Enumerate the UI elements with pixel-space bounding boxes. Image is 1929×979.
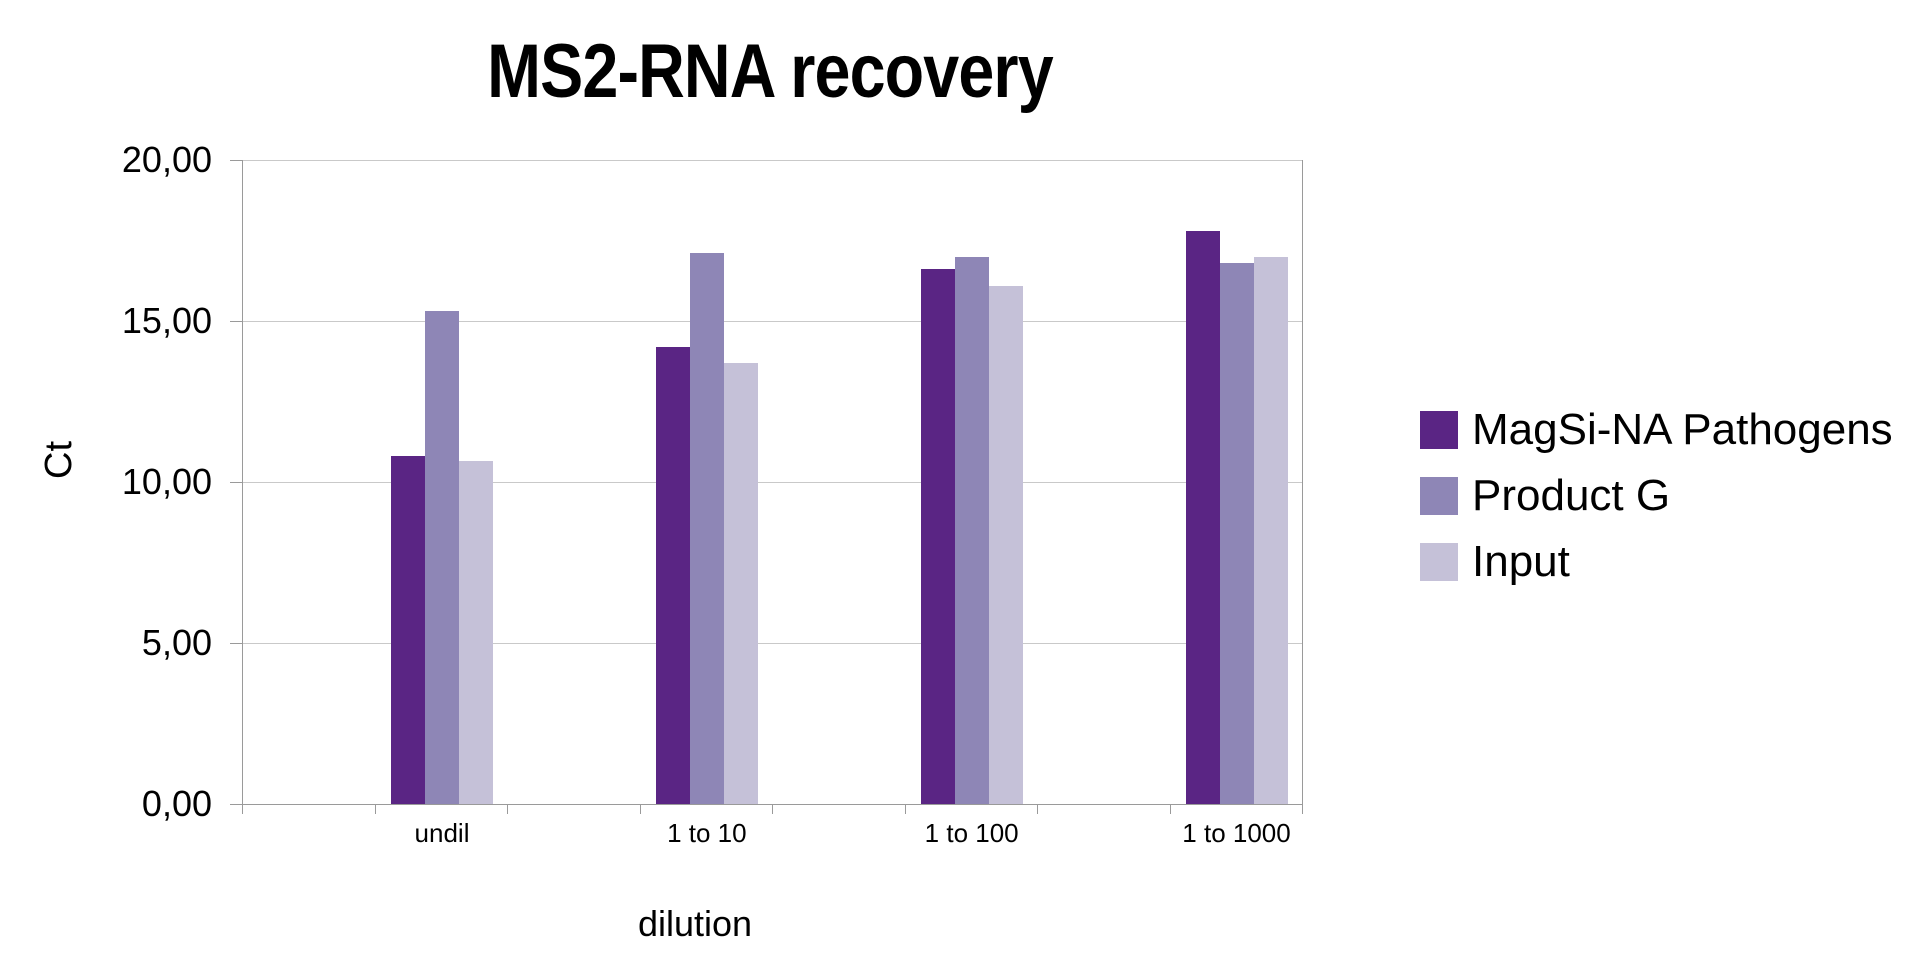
bar-input-1-to-100 <box>988 285 1023 804</box>
legend: MagSi-NA Pathogens Product G Input <box>1420 405 1893 607</box>
x-tick-mark <box>639 804 641 814</box>
chart-title: MS2-RNA recovery <box>487 29 1053 114</box>
y-tick-label: 20,00 <box>121 139 212 180</box>
legend-item-input: Input <box>1420 537 1893 586</box>
bar-magsi-na-pathogens-1-to-100 <box>920 269 955 804</box>
legend-item-magsi-na-pathogens: MagSi-NA Pathogens <box>1420 405 1893 454</box>
bar-product-g-undil <box>425 311 459 804</box>
x-tick-mark <box>1037 804 1038 814</box>
gridline-20,00 <box>242 160 1302 161</box>
bar-input-1-to-1000 <box>1253 256 1288 804</box>
y-tick-mark <box>230 160 242 161</box>
y-tick-mark <box>230 321 242 322</box>
y-tick-mark <box>230 804 242 805</box>
x-category-label: 1 to 1000 <box>1182 818 1291 848</box>
y-tick-label: 0,00 <box>141 783 212 824</box>
y-tick-mark <box>230 482 242 483</box>
x-axis-line <box>242 804 1302 805</box>
legend-label: Product G <box>1472 471 1671 520</box>
x-tick-mark <box>1169 804 1171 814</box>
bar-magsi-na-pathogens-1-to-1000 <box>1185 230 1220 804</box>
x-tick-mark <box>904 804 906 814</box>
y-tick-mark <box>230 643 242 644</box>
bar-input-1-to-10 <box>723 362 758 804</box>
y-tick-label: 15,00 <box>121 300 212 341</box>
legend-swatch <box>1420 543 1458 581</box>
gridline-10,00 <box>242 482 1302 483</box>
plot-right-border <box>1302 160 1303 814</box>
gridline-15,00 <box>242 321 1302 322</box>
y-tick-label: 5,00 <box>141 622 212 663</box>
legend-swatch <box>1420 477 1458 515</box>
bar-product-g-1-to-10 <box>689 253 724 804</box>
y-axis-line <box>242 160 243 814</box>
bar-product-g-1-to-1000 <box>1219 263 1254 804</box>
legend-item-product-g: Product G <box>1420 471 1893 520</box>
bar-magsi-na-pathogens-undil <box>391 456 425 804</box>
x-tick-mark <box>772 804 773 814</box>
x-category-label: 1 to 100 <box>924 818 1019 848</box>
x-tick-mark <box>507 804 508 814</box>
bar-product-g-1-to-100 <box>954 256 989 804</box>
bar-magsi-na-pathogens-1-to-10 <box>655 346 690 804</box>
x-tick-mark <box>374 804 376 814</box>
gridline-5,00 <box>242 643 1302 644</box>
bar-input-undil <box>459 461 493 804</box>
legend-swatch <box>1420 411 1458 449</box>
x-category-label: 1 to 10 <box>667 818 747 848</box>
x-category-label: undil <box>414 818 470 848</box>
y-tick-label: 10,00 <box>121 461 212 502</box>
legend-label: MagSi-NA Pathogens <box>1472 405 1893 454</box>
legend-label: Input <box>1472 537 1570 586</box>
x-axis-title: dilution <box>637 903 753 944</box>
